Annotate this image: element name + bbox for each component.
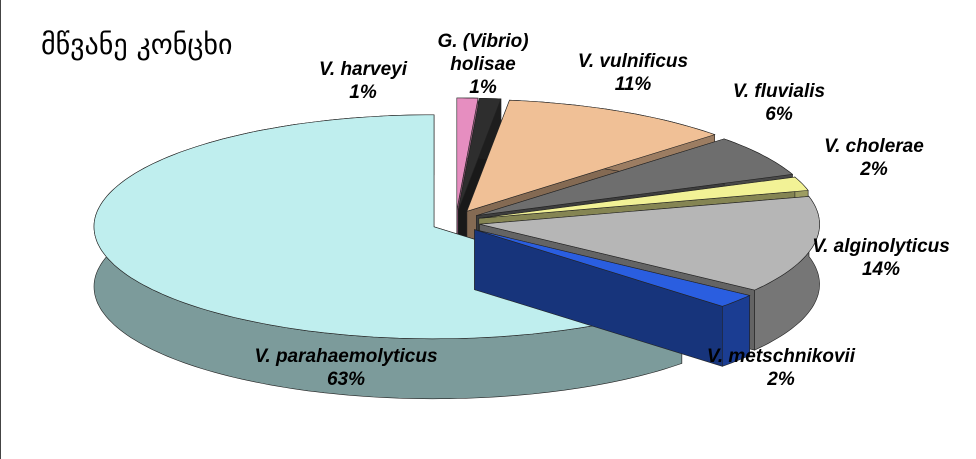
data-label: V. harveyi 1% — [253, 58, 473, 104]
data-label: V. fluvialis 6% — [669, 80, 889, 126]
category-label: G. (Vibrio) holisae — [437, 31, 529, 75]
slice — [456, 97, 479, 211]
value-label: 2% — [860, 159, 888, 180]
slice — [466, 99, 716, 212]
data-label: V. parahaemolyticus 63% — [251, 345, 441, 391]
slice — [476, 138, 794, 216]
value-label: 1% — [349, 82, 377, 103]
value-label: 14% — [861, 259, 901, 280]
category-label: V. fluvialis — [732, 81, 826, 102]
value-label: 63% — [326, 369, 366, 390]
category-label: V. vulnificus — [577, 51, 689, 72]
slice — [474, 229, 751, 307]
chart-title: მწვანე კონცხი — [41, 28, 233, 61]
slice — [479, 196, 820, 291]
slice — [478, 176, 809, 219]
category-label: V. parahaemolyticus — [254, 346, 438, 367]
value-label: 2% — [767, 369, 795, 390]
category-label: V. harveyi — [318, 59, 408, 80]
data-label: V. vulnificus 11% — [523, 50, 743, 96]
data-label: G. (Vibrio) holisae 1% — [418, 30, 548, 99]
slice — [458, 97, 502, 211]
data-label: V. alginolyticus 14% — [771, 235, 976, 281]
data-label: V. metschnikovii 2% — [671, 345, 891, 391]
value-label: 1% — [469, 77, 497, 98]
value-label: 6% — [765, 104, 793, 125]
category-label: V. cholerae — [824, 136, 924, 157]
value-label: 11% — [614, 74, 652, 95]
category-label: V. alginolyticus — [812, 236, 950, 257]
data-label: V. cholerae 2% — [764, 135, 976, 181]
category-label: V. metschnikovii — [706, 346, 856, 367]
